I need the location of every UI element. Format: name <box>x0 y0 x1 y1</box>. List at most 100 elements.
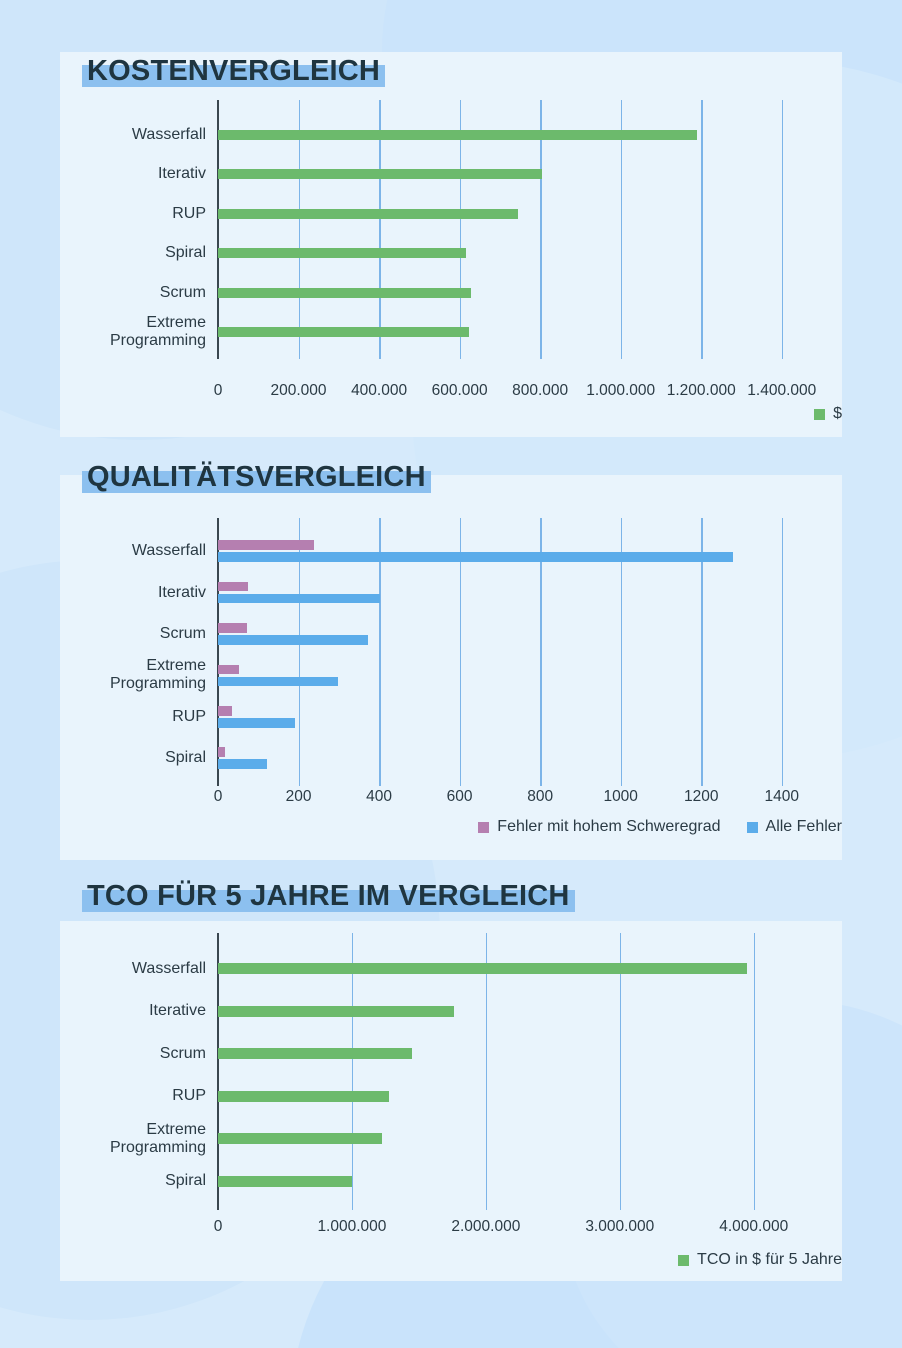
gridline <box>379 100 381 359</box>
x-tick-label: 1.000.000 <box>317 1218 387 1235</box>
x-tick-label: 1.400.000 <box>747 382 817 399</box>
x-tick-label: 1400 <box>764 788 800 805</box>
legend-item[interactable]: $ <box>814 405 842 423</box>
x-tick-label: 200.000 <box>270 382 327 399</box>
chart-plot-3: Wasserfall Iterative Scrum RUP Extreme Progr… <box>60 933 842 1281</box>
category-label: Spiral <box>165 244 206 262</box>
y-axis-line <box>217 933 219 1210</box>
chart-legend: $ <box>814 405 842 423</box>
bar <box>218 623 247 633</box>
bar <box>218 706 233 716</box>
category-label: Iterative <box>149 1002 206 1020</box>
chart-panel-1 <box>60 52 842 437</box>
bar <box>218 248 466 259</box>
gridline <box>620 100 623 359</box>
bar <box>218 593 380 604</box>
bar <box>218 676 338 687</box>
gridline <box>459 100 462 359</box>
legend-item[interactable]: Alle Fehler <box>746 818 842 836</box>
legend-swatch-icon <box>746 821 758 833</box>
x-tick-label: 3.000.000 <box>585 1218 655 1235</box>
category-label: RUP <box>172 707 206 725</box>
x-tick-label: 0 <box>213 788 223 805</box>
category-label: Scrum <box>159 625 206 643</box>
gridline <box>298 100 301 359</box>
x-tick-label: 600 <box>446 788 473 805</box>
x-tick-label: 600.000 <box>431 382 488 399</box>
legend-label: Fehler mit hohem Schweregrad <box>497 818 721 835</box>
gridline <box>701 100 703 359</box>
legend-label: Alle Fehler <box>765 818 842 835</box>
bar <box>218 1133 383 1145</box>
category-label: Extreme Programming <box>109 1120 206 1156</box>
category-label: RUP <box>172 1087 206 1105</box>
legend-item[interactable]: TCO in $ für 5 Jahre <box>678 1251 842 1269</box>
category-label: Extreme Programming <box>109 657 206 693</box>
legend-label: TCO in $ für 5 Jahre <box>697 1251 842 1268</box>
x-tick-label: 2.000.000 <box>451 1218 521 1235</box>
gridline <box>485 933 488 1210</box>
x-tick-label: 400 <box>366 788 393 805</box>
x-tick-label: 800.000 <box>512 382 569 399</box>
bar <box>218 169 543 180</box>
bar <box>218 208 518 219</box>
bar <box>218 747 226 757</box>
bar <box>218 963 748 975</box>
category-label: Iterativ <box>157 583 206 601</box>
x-tick-label: 4.000.000 <box>719 1218 789 1235</box>
bar <box>218 718 296 728</box>
chart-title-1: KOSTENVERGLEICH <box>82 55 385 88</box>
gridline <box>753 933 756 1210</box>
x-tick-label: 0 <box>213 382 223 399</box>
bar <box>218 1005 454 1017</box>
legend-swatch-icon <box>478 821 490 833</box>
category-label: Wasserfall <box>131 125 206 143</box>
gridline <box>459 518 462 787</box>
x-tick-label: 400.000 <box>351 382 408 399</box>
legend-label: $ <box>833 405 842 422</box>
gridline <box>379 518 381 787</box>
y-axis-line <box>217 100 219 359</box>
category-label: Iterativ <box>157 165 206 183</box>
chart-plot-2: Wasserfall Iterativ Scrum Extreme Programmi… <box>60 518 842 858</box>
category-label: Scrum <box>159 283 206 301</box>
chart-panel-2 <box>60 475 842 860</box>
bar <box>218 1090 389 1102</box>
legend-swatch-icon <box>814 408 826 420</box>
bar <box>218 540 314 550</box>
bar <box>218 1175 352 1187</box>
category-label: Extreme Programming <box>109 314 206 350</box>
chart-plot-1: Wasserfall Iterativ RUP Spiral Scrum Extreme … <box>60 100 842 423</box>
y-axis-line <box>217 518 219 787</box>
gridline <box>701 518 703 787</box>
gridline <box>298 518 301 787</box>
bar <box>218 327 469 338</box>
gridline <box>781 518 784 787</box>
bar <box>218 552 734 562</box>
bar <box>218 759 268 769</box>
x-tick-label: 0 <box>213 1218 223 1235</box>
gridline <box>351 933 354 1210</box>
x-tick-label: 1.200.000 <box>666 382 736 399</box>
bar <box>218 129 698 140</box>
chart-title-3: TCO FÜR 5 JAHRE IM VERGLEICH <box>82 880 575 913</box>
gridline <box>540 518 542 787</box>
gridline <box>619 933 622 1210</box>
x-tick-label: 1000 <box>603 788 638 805</box>
x-tick-label: 200 <box>285 788 312 805</box>
bar <box>218 581 249 592</box>
bar <box>218 287 471 298</box>
legend-swatch-icon <box>678 1254 690 1266</box>
gridline <box>781 100 784 359</box>
category-label: Wasserfall <box>131 542 206 560</box>
legend-item[interactable]: Fehler mit hohem Schweregrad <box>478 818 721 836</box>
x-tick-label: 800 <box>527 788 554 805</box>
chart-panel-3 <box>60 921 842 1281</box>
bar <box>218 664 239 675</box>
bar <box>218 635 368 645</box>
category-label: Scrum <box>159 1044 206 1062</box>
category-label: Spiral <box>165 749 206 767</box>
category-label: Spiral <box>165 1172 206 1190</box>
x-tick-label: 1200 <box>683 788 719 805</box>
gridline <box>540 100 542 359</box>
